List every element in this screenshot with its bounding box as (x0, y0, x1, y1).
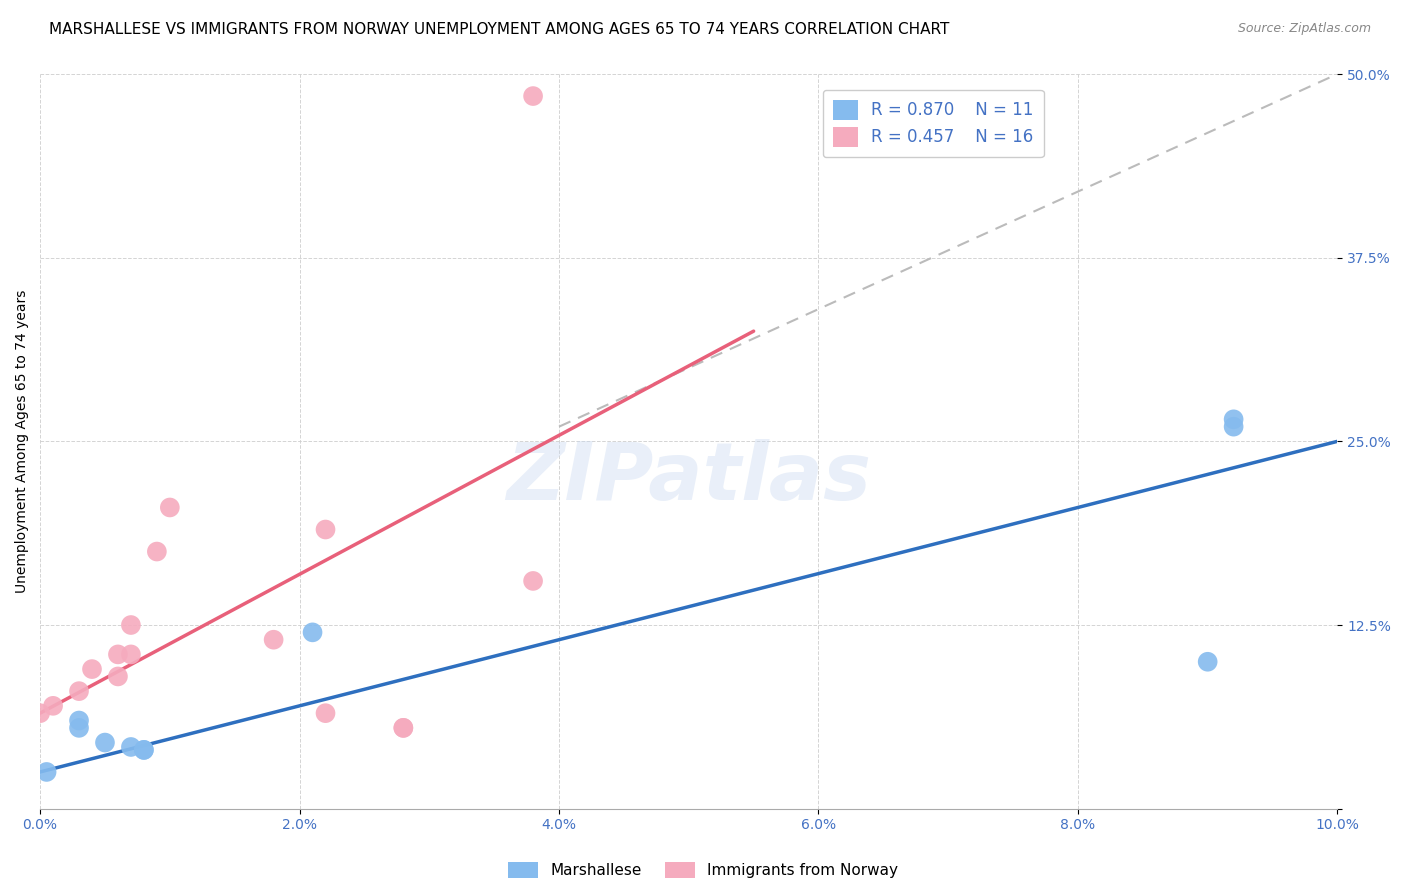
Point (146, 544, 169, 558)
Point (30, 706, 52, 721)
Point (301, 625, 323, 640)
Legend: Marshallese, Immigrants from Norway: Marshallese, Immigrants from Norway (502, 856, 904, 884)
Point (120, 648, 142, 662)
Y-axis label: Unemployment Among Ages 65 to 74 years: Unemployment Among Ages 65 to 74 years (15, 290, 30, 593)
Point (80, 662, 103, 676)
Point (315, 706, 337, 721)
Point (263, 632, 285, 647)
Point (94, 735, 117, 749)
Point (522, 89, 544, 103)
Point (35, 764, 58, 779)
Point (67, 684, 90, 698)
Point (392, 721, 415, 735)
Point (1222, 412, 1244, 426)
Point (67, 721, 90, 735)
Text: MARSHALLESE VS IMMIGRANTS FROM NORWAY UNEMPLOYMENT AMONG AGES 65 TO 74 YEARS COR: MARSHALLESE VS IMMIGRANTS FROM NORWAY UN… (49, 22, 949, 37)
Point (159, 500, 181, 515)
Point (107, 648, 129, 662)
Point (42, 698, 65, 713)
Point (67, 714, 90, 728)
Point (132, 743, 155, 757)
Point (315, 523, 337, 537)
Point (107, 669, 129, 683)
Point (522, 574, 544, 588)
Text: Source: ZipAtlas.com: Source: ZipAtlas.com (1237, 22, 1371, 36)
Point (120, 739, 142, 754)
Text: ZIPatlas: ZIPatlas (506, 439, 872, 517)
Legend: R = 0.870    N = 11, R = 0.457    N = 16: R = 0.870 N = 11, R = 0.457 N = 16 (823, 90, 1043, 157)
Point (1197, 655, 1219, 669)
Point (392, 721, 415, 735)
Point (132, 743, 155, 757)
Point (120, 618, 142, 632)
Point (1222, 419, 1244, 434)
